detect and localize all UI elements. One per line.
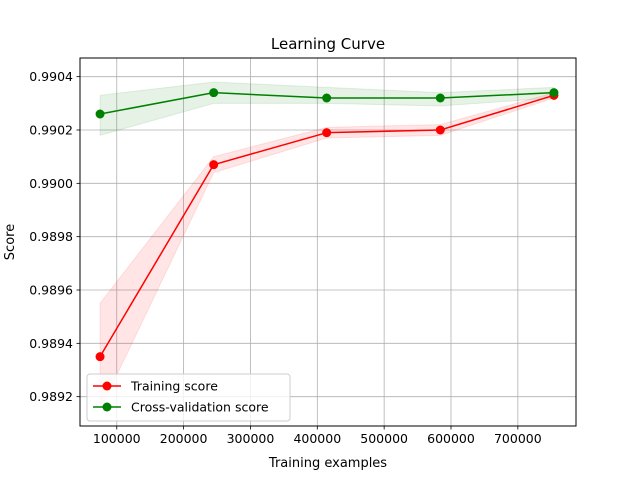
cross-validation-score-point [549, 88, 559, 98]
y-tick-label: 0.9902 [29, 123, 73, 138]
legend-label-training: Training score [130, 379, 218, 394]
chart-title: Learning Curve [271, 35, 385, 53]
x-tick-label: 100000 [93, 431, 141, 446]
cross-validation-score-point [209, 88, 219, 98]
y-axis-title: Score [3, 224, 18, 260]
legend-marker-cross-validation [102, 402, 112, 412]
x-axis-ticks: 100000 200000 300000 400000 500000 600000 7000… [93, 426, 542, 446]
legend-box [86, 373, 291, 422]
y-tick-label: 0.9896 [29, 283, 73, 298]
training-score-point [95, 352, 105, 362]
y-tick-label: 0.9892 [29, 389, 73, 404]
y-tick-label: 0.9898 [29, 229, 73, 244]
legend: Training score Cross-validation score [86, 373, 291, 422]
x-axis-title: Training examples [268, 456, 387, 471]
y-tick-label: 0.9904 [29, 69, 73, 84]
x-tick-label: 700000 [494, 431, 542, 446]
training-score-point [435, 125, 445, 135]
y-axis-ticks: 0.9892 0.9894 0.9896 0.9898 0.9900 0.9902 0.99… [29, 69, 80, 404]
legend-label-cross-validation: Cross-validation score [131, 400, 269, 415]
y-tick-label: 0.9900 [29, 176, 73, 191]
y-tick-label: 0.9894 [29, 336, 73, 351]
plot-frame [79, 57, 577, 427]
cross-validation-score-point [95, 109, 105, 119]
cross-validation-score-point [435, 93, 445, 103]
training-score-point [322, 128, 332, 138]
cross-validation-score-point [322, 93, 332, 103]
legend-marker-training [102, 381, 112, 391]
training-score-point [209, 160, 219, 170]
x-tick-label: 600000 [427, 431, 475, 446]
x-tick-label: 200000 [160, 431, 208, 446]
x-tick-label: 300000 [227, 431, 275, 446]
x-tick-label: 400000 [293, 431, 341, 446]
x-tick-label: 500000 [360, 431, 408, 446]
series-markers [95, 88, 559, 362]
